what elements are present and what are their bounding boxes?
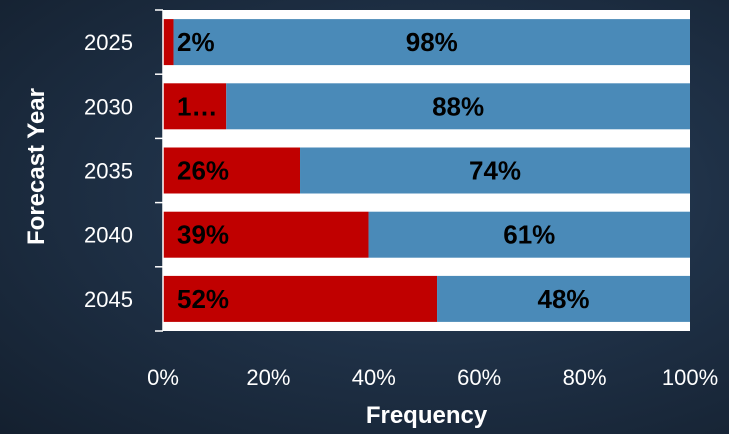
bar-segment-1-2045 (163, 275, 438, 322)
data-label-2-2030: 88% (432, 91, 484, 121)
data-labels-layer: 2% 98% 1… 88% 26% 74% 39% 61% 52% 48% (177, 27, 590, 314)
bar-segment-2-2030 (226, 83, 691, 130)
y-tick-label-2035: 2035 (84, 159, 133, 184)
y-tick-label-2045: 2045 (84, 287, 133, 312)
data-label-1-2045: 52% (177, 284, 229, 314)
bar-segment-2-2035 (300, 147, 690, 194)
x-tick-label: 40% (352, 365, 396, 390)
x-tick-label: 0% (147, 365, 179, 390)
data-label-1-2040: 39% (177, 220, 229, 250)
x-axis-title: Frequency (366, 402, 488, 429)
bar-segment-1-2025 (163, 19, 174, 66)
bar-segment-2-2025 (173, 19, 691, 66)
x-tick-label: 20% (246, 365, 290, 390)
data-label-1-2025: 2% (177, 27, 215, 57)
data-label-2-2045: 48% (537, 284, 589, 314)
bar-segment-1-2030 (163, 83, 227, 130)
data-label-1-2030: 1… (177, 91, 217, 121)
x-tick-label: 80% (563, 365, 607, 390)
y-axis-ticks: 2025 2030 2035 2040 2045 (84, 9, 163, 332)
y-tick-label-2025: 2025 (84, 30, 133, 55)
bars-layer (163, 19, 691, 322)
bar-segment-1-2040 (163, 211, 369, 258)
y-tick-label-2040: 2040 (84, 223, 133, 248)
data-label-1-2035: 26% (177, 156, 229, 186)
data-label-2-2040: 61% (503, 220, 555, 250)
data-label-2-2025: 98% (406, 27, 458, 57)
bar-segment-2-2040 (368, 211, 690, 258)
x-tick-label: 60% (457, 365, 501, 390)
bar-segment-1-2035 (163, 147, 301, 194)
bar-segment-2-2045 (437, 275, 690, 322)
data-label-2-2035: 74% (469, 156, 521, 186)
y-axis-title: Forecast Year (23, 88, 50, 245)
x-axis-ticks: 0% 20% 40% 60% 80% 100% (147, 365, 718, 390)
y-tick-label-2030: 2030 (84, 94, 133, 119)
x-tick-label: 100% (662, 365, 718, 390)
